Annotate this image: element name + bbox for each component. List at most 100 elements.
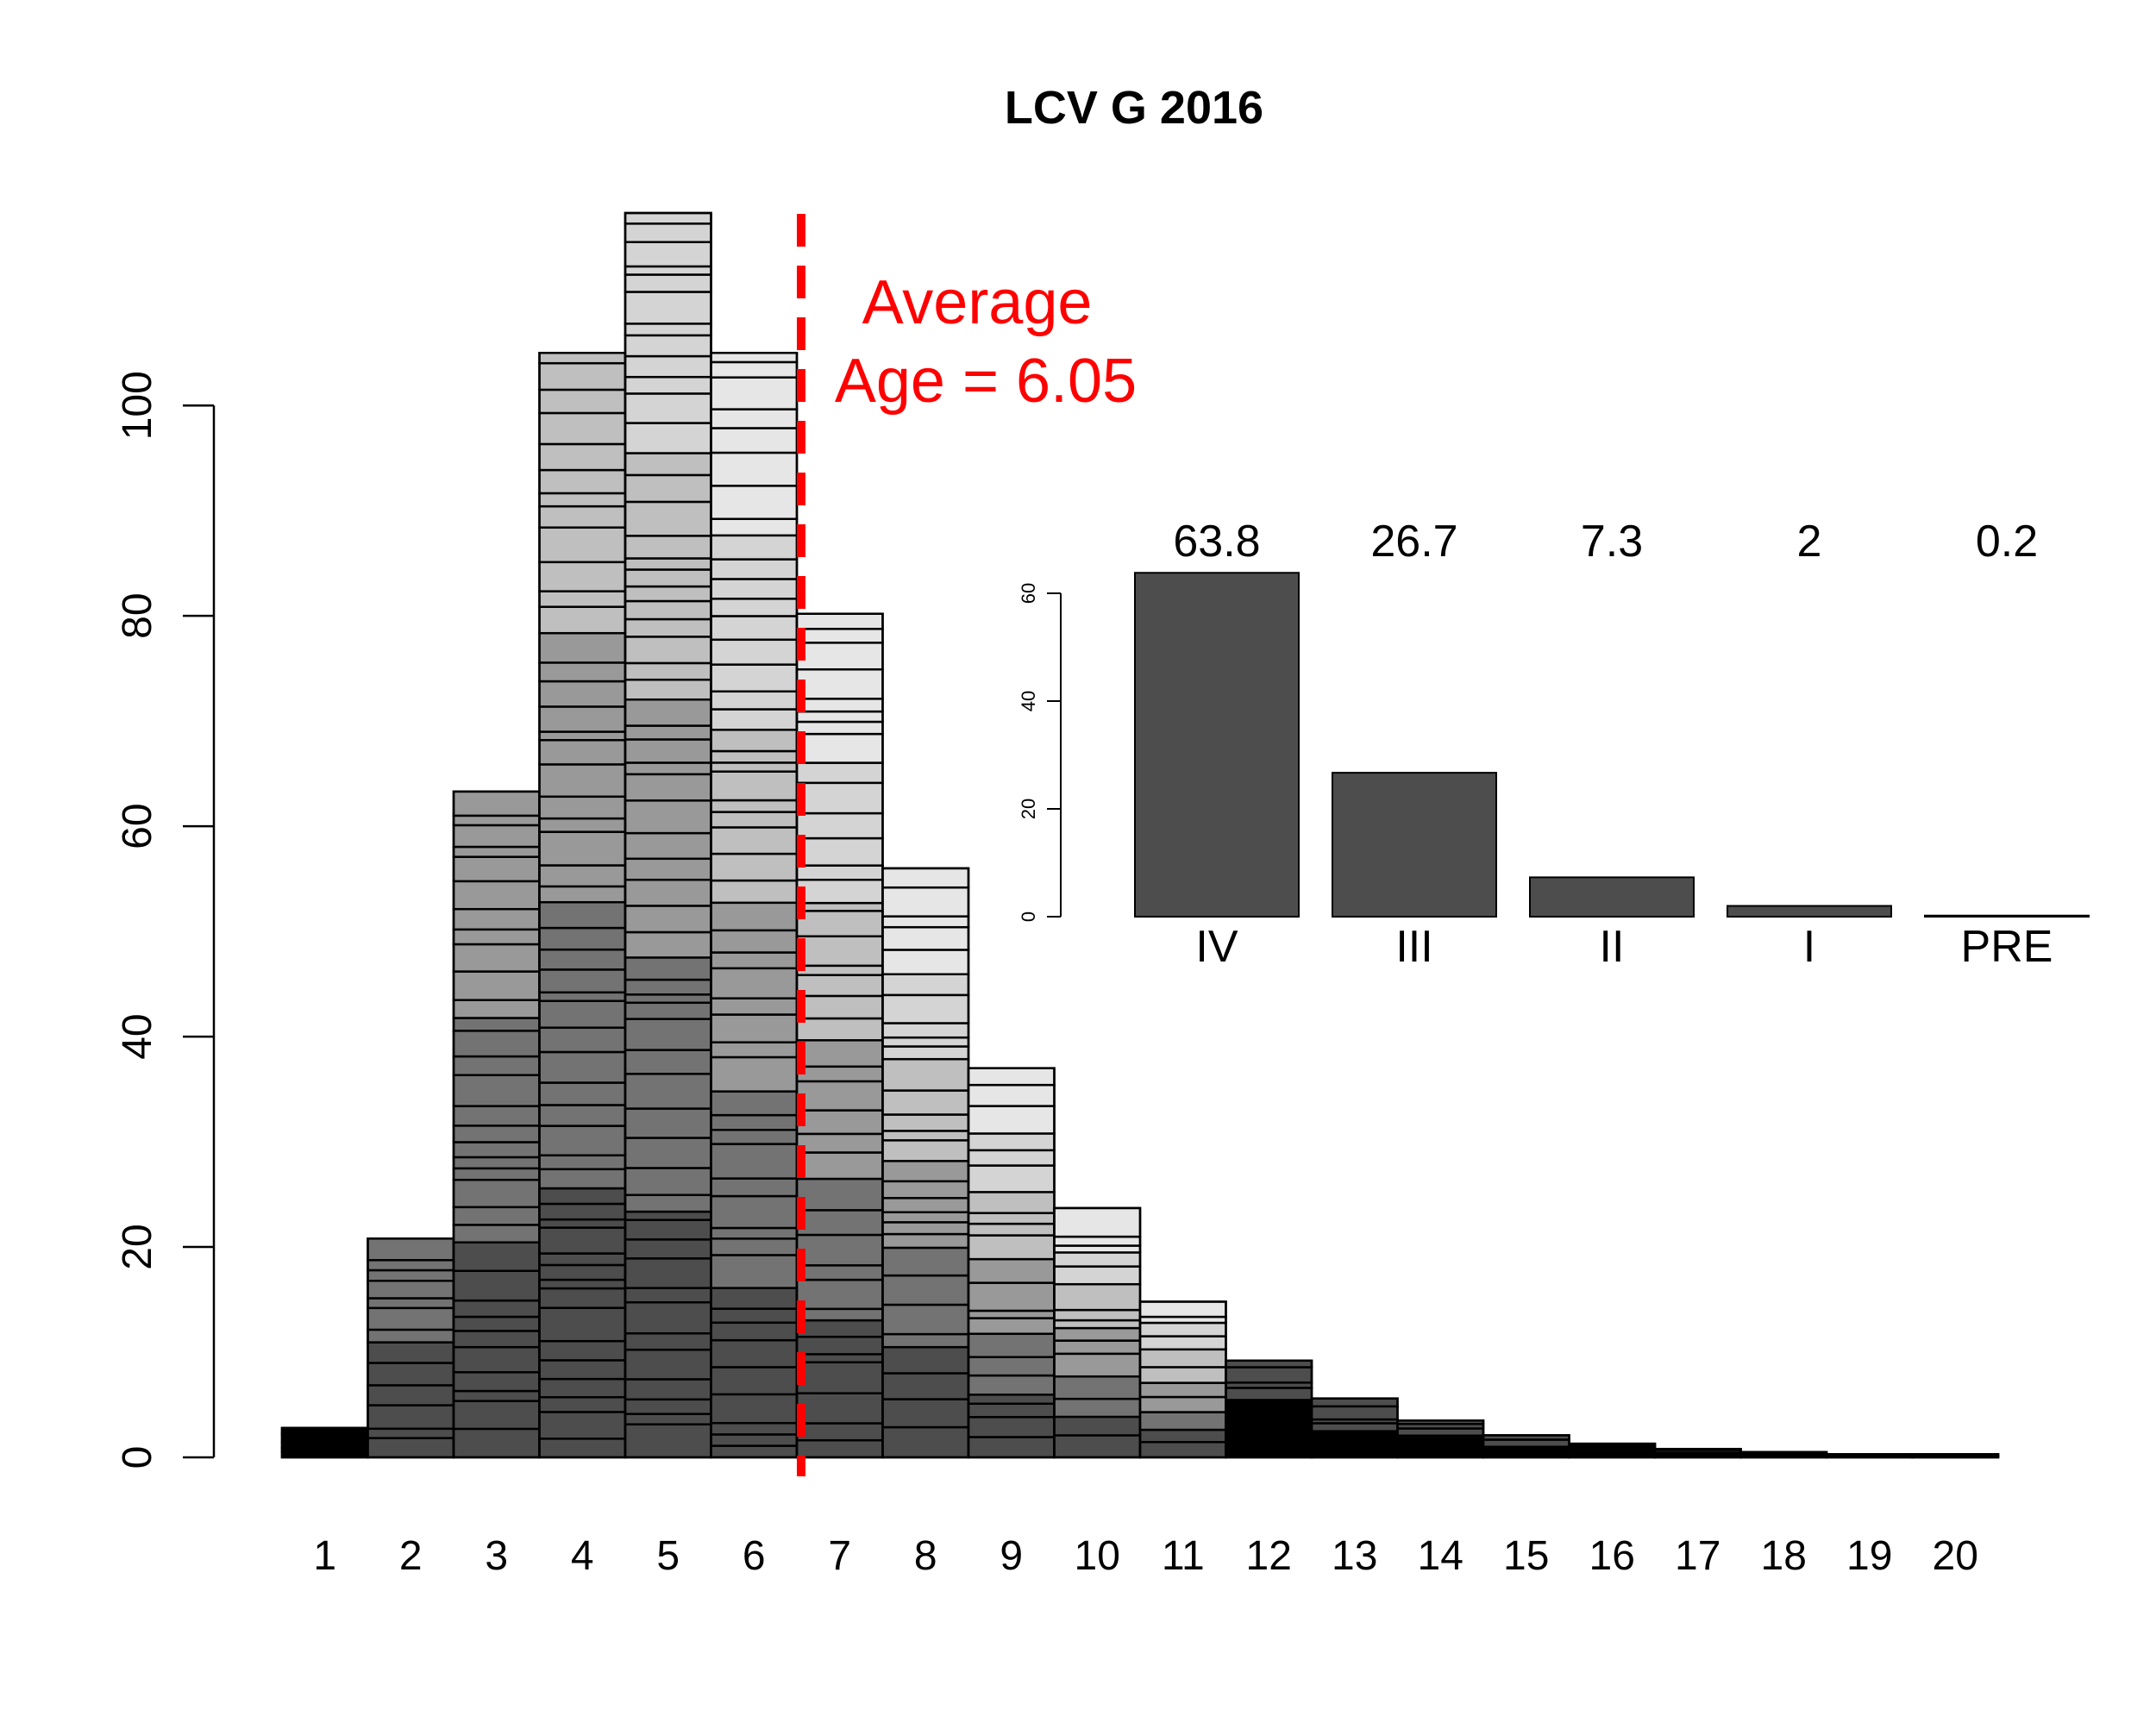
bar-segment bbox=[1055, 1267, 1141, 1285]
bar-segment bbox=[968, 1068, 1055, 1085]
bar-segment bbox=[711, 880, 798, 903]
bar-segment bbox=[711, 598, 798, 616]
bar-segment bbox=[711, 751, 798, 762]
bar-segment bbox=[625, 274, 711, 291]
bar-segment bbox=[625, 636, 711, 663]
bar-segment bbox=[1055, 1208, 1141, 1237]
bar-segment bbox=[968, 1283, 1055, 1311]
bar-segment bbox=[968, 1236, 1055, 1260]
bar-segment bbox=[711, 428, 798, 453]
bar-segment bbox=[454, 1142, 540, 1156]
x-tick-label: 6 bbox=[743, 1533, 766, 1579]
bar-segment bbox=[540, 993, 626, 1001]
bar-20 bbox=[1913, 1454, 1999, 1457]
bar-segment bbox=[454, 1317, 540, 1331]
bar-14 bbox=[1398, 1420, 1484, 1457]
bar-segment bbox=[454, 1243, 540, 1271]
bar-segment bbox=[968, 1437, 1055, 1457]
bar-segment bbox=[797, 1363, 883, 1394]
bar-segment bbox=[625, 859, 711, 880]
bar-segment bbox=[883, 1046, 969, 1059]
bar-segment bbox=[454, 1372, 540, 1391]
bar-segment bbox=[711, 560, 798, 579]
bar-segment bbox=[454, 857, 540, 881]
bar-segment bbox=[968, 1417, 1055, 1437]
bar-segment bbox=[711, 710, 798, 730]
bar-segment bbox=[540, 1156, 626, 1169]
bar-2 bbox=[368, 1238, 454, 1457]
bar-segment bbox=[540, 562, 626, 592]
bar-segment bbox=[625, 1414, 711, 1425]
bar-segment bbox=[540, 1219, 626, 1227]
bar-segment bbox=[797, 1337, 883, 1354]
bar-segment bbox=[711, 1446, 798, 1457]
y-tick-label: 60 bbox=[115, 803, 160, 849]
bar-segment bbox=[368, 1330, 454, 1343]
bar-segment bbox=[711, 800, 798, 812]
bar-3 bbox=[454, 792, 540, 1457]
bar-segment bbox=[540, 1083, 626, 1106]
bar-segment bbox=[968, 1319, 1055, 1334]
bar-segment bbox=[711, 378, 798, 410]
bar-segment bbox=[968, 1404, 1055, 1418]
bar-segment bbox=[968, 1334, 1055, 1357]
bar-segment bbox=[625, 570, 711, 587]
x-tick-label: 4 bbox=[571, 1533, 594, 1579]
bar-segment bbox=[711, 692, 798, 710]
bar-segment bbox=[711, 1015, 798, 1043]
bar-segment bbox=[454, 816, 540, 825]
bar-segment bbox=[540, 607, 626, 634]
bar-segment bbox=[540, 444, 626, 470]
bar-segment bbox=[1226, 1419, 1313, 1432]
bar-segment bbox=[883, 887, 969, 916]
bar-segment bbox=[711, 903, 798, 930]
average-label-line1: Average bbox=[862, 268, 1093, 337]
bar-segment bbox=[540, 886, 626, 902]
bar-segment bbox=[540, 866, 626, 886]
bar-segment bbox=[968, 1375, 1055, 1394]
bar-segment bbox=[968, 1106, 1055, 1134]
chart-title: LCV G 2016 bbox=[1005, 82, 1263, 134]
bar-segment bbox=[454, 881, 540, 909]
average-label-line2: Age = 6.05 bbox=[835, 347, 1137, 416]
bar-segment bbox=[625, 1333, 711, 1350]
bar-segment bbox=[625, 1400, 711, 1414]
bar-segment bbox=[797, 1440, 883, 1457]
inset-bar-II bbox=[1530, 877, 1694, 917]
bar-segment bbox=[1055, 1328, 1141, 1341]
bar-segment bbox=[797, 1265, 883, 1280]
x-tick-label: 10 bbox=[1075, 1533, 1120, 1579]
bar-segment bbox=[454, 1125, 540, 1142]
bar-segment bbox=[625, 1109, 711, 1138]
bar-segment bbox=[625, 994, 711, 1002]
bar-segment bbox=[540, 1265, 626, 1280]
bar-segment bbox=[540, 1412, 626, 1438]
inset-bar-PRE bbox=[1925, 916, 2089, 917]
bar-segment bbox=[625, 1350, 711, 1379]
bar-segment bbox=[625, 774, 711, 800]
bar-segment bbox=[883, 1212, 969, 1223]
bar-segment bbox=[797, 996, 883, 1018]
bar-segment bbox=[625, 223, 711, 241]
bar-segment bbox=[1055, 1252, 1141, 1266]
bar-segment bbox=[968, 1357, 1055, 1375]
bar-segment bbox=[711, 1196, 798, 1228]
bar-segment bbox=[540, 662, 626, 681]
bar-segment bbox=[968, 1224, 1055, 1235]
bar-segment bbox=[1140, 1442, 1226, 1457]
bar-segment bbox=[625, 699, 711, 725]
bar-segment bbox=[625, 1195, 711, 1212]
bar-segment bbox=[711, 485, 798, 518]
bar-segment bbox=[797, 1067, 883, 1081]
bar-13 bbox=[1312, 1399, 1398, 1457]
bar-segment bbox=[625, 833, 711, 859]
bar-segment bbox=[625, 475, 711, 502]
bar-segment bbox=[368, 1429, 454, 1438]
bar-segment bbox=[711, 999, 798, 1015]
bar-segment bbox=[368, 1298, 454, 1307]
bar-segment bbox=[883, 927, 969, 949]
bar-segment bbox=[1140, 1397, 1226, 1413]
x-tick-label: 12 bbox=[1246, 1533, 1292, 1579]
bar-18 bbox=[1741, 1452, 1827, 1457]
